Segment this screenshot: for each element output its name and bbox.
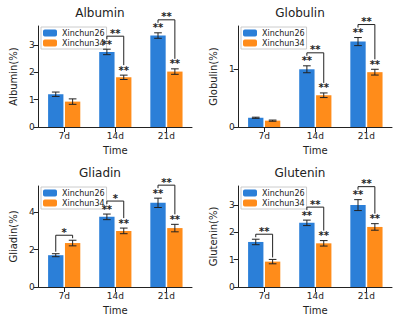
svg-text:3: 3 (229, 200, 235, 210)
svg-text:Time: Time (302, 145, 327, 156)
svg-text:Xinchun26: Xinchun26 (62, 189, 105, 198)
svg-text:**: ** (161, 177, 172, 188)
svg-text:**: ** (310, 44, 321, 55)
svg-text:**: ** (361, 178, 372, 189)
svg-text:**: ** (319, 82, 330, 93)
svg-text:**: ** (370, 213, 381, 224)
svg-text:Xinchun26: Xinchun26 (262, 189, 305, 198)
svg-text:7d: 7d (58, 131, 69, 141)
svg-text:**: ** (153, 188, 164, 199)
svg-text:**: ** (161, 11, 172, 22)
svg-text:Albumin(%): Albumin(%) (8, 47, 19, 106)
svg-text:Time: Time (102, 305, 127, 316)
svg-text:7d: 7d (58, 291, 69, 301)
svg-text:**: ** (353, 189, 364, 200)
svg-text:0: 0 (29, 122, 35, 132)
svg-text:**: ** (153, 22, 164, 33)
svg-text:**: ** (119, 218, 130, 229)
svg-text:21d: 21d (158, 291, 175, 301)
svg-text:**: ** (110, 28, 121, 39)
svg-text:0: 0 (229, 282, 235, 292)
svg-text:**: ** (319, 230, 330, 241)
svg-text:**: ** (259, 226, 270, 237)
svg-text:4: 4 (29, 207, 35, 217)
svg-text:Xinchun26: Xinchun26 (62, 29, 105, 38)
svg-text:Xinchun34: Xinchun34 (62, 39, 105, 48)
svg-text:Gliadin: Gliadin (79, 166, 121, 180)
svg-text:14d: 14d (107, 291, 124, 301)
svg-text:21d: 21d (358, 131, 375, 141)
svg-text:Time: Time (102, 145, 127, 156)
svg-text:Globulin: Globulin (275, 6, 324, 20)
svg-text:1: 1 (229, 255, 235, 265)
svg-text:Gliadin(%): Gliadin(%) (8, 210, 19, 262)
svg-text:**: ** (302, 210, 313, 221)
svg-text:7d: 7d (258, 291, 269, 301)
svg-text:**: ** (302, 55, 313, 66)
svg-text:Xinchun34: Xinchun34 (262, 39, 305, 48)
svg-text:0: 0 (229, 122, 235, 132)
svg-text:3: 3 (29, 40, 35, 50)
svg-text:1: 1 (29, 95, 35, 105)
svg-text:Albumin: Albumin (75, 6, 124, 20)
svg-text:Globulin(%): Globulin(%) (208, 47, 219, 106)
svg-text:Glutenin: Glutenin (275, 166, 326, 180)
svg-text:Xinchun34: Xinchun34 (62, 199, 105, 208)
svg-text:2: 2 (29, 67, 35, 77)
svg-text:0: 0 (29, 282, 35, 292)
svg-text:Time: Time (302, 305, 327, 316)
svg-text:2: 2 (29, 245, 35, 255)
svg-text:**: ** (102, 204, 113, 215)
svg-text:Glutenin(%): Glutenin(%) (208, 207, 219, 267)
svg-text:**: ** (170, 214, 181, 225)
svg-text:1: 1 (229, 64, 235, 74)
svg-text:21d: 21d (158, 131, 175, 141)
svg-text:21d: 21d (358, 291, 375, 301)
svg-text:*: * (62, 227, 68, 238)
svg-text:14d: 14d (107, 131, 124, 141)
svg-text:**: ** (353, 27, 364, 38)
svg-text:2: 2 (229, 227, 235, 237)
svg-text:**: ** (370, 59, 381, 70)
svg-text:**: ** (102, 39, 113, 50)
svg-text:7d: 7d (258, 131, 269, 141)
svg-text:*: * (113, 193, 119, 204)
svg-text:**: ** (361, 16, 372, 27)
svg-text:14d: 14d (307, 131, 324, 141)
svg-text:**: ** (170, 58, 181, 69)
svg-text:**: ** (119, 65, 130, 76)
svg-text:14d: 14d (307, 291, 324, 301)
svg-text:**: ** (310, 199, 321, 210)
svg-text:Xinchun26: Xinchun26 (262, 29, 305, 38)
svg-text:Xinchun34: Xinchun34 (262, 199, 305, 208)
